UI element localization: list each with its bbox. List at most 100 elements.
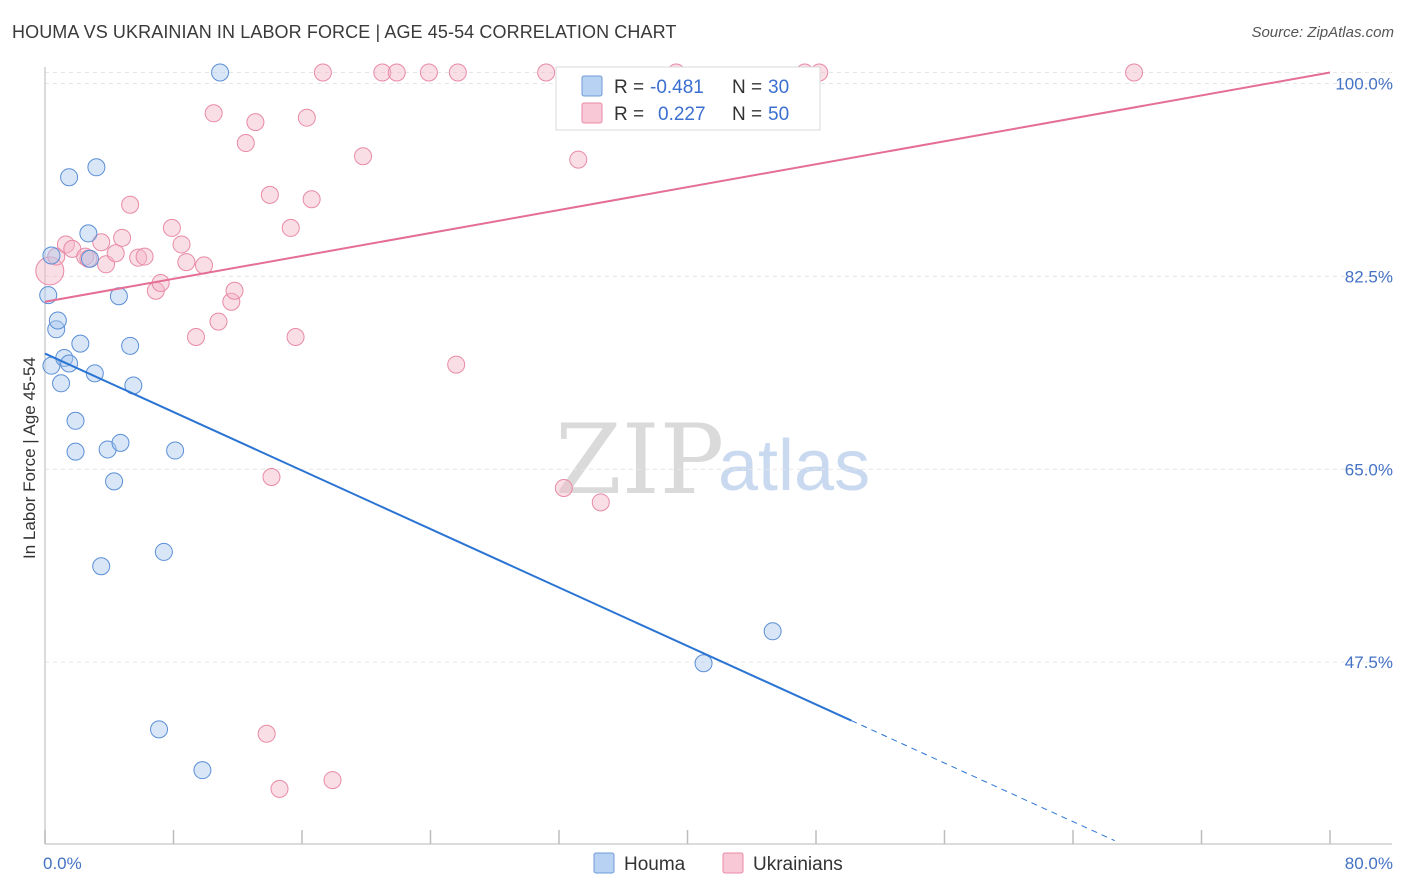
- houma-point: [60, 168, 79, 187]
- houma-trend-line: [44, 352, 852, 722]
- ukrainians-point: [257, 724, 276, 743]
- watermark-atlas: atlas: [718, 426, 870, 506]
- houma-point: [111, 433, 130, 452]
- houma-trend-extension: [851, 720, 1115, 842]
- ukrainians-point: [297, 108, 316, 127]
- y-axis-tick-labels: 47.5% 65.0% 82.5% 100.0%: [1335, 75, 1393, 673]
- x-axis-ticks: [44, 830, 1331, 844]
- ukrainians-point: [121, 195, 140, 214]
- ukrainians-point: [225, 281, 244, 300]
- houma-point: [154, 542, 173, 561]
- ukrainians-point: [186, 328, 205, 347]
- gridlines: [45, 72, 1392, 663]
- ukrainians-point: [113, 228, 132, 247]
- ukrainians-n-value: 50: [768, 104, 789, 125]
- ukrainians-point: [1125, 63, 1144, 82]
- ukrainians-point: [569, 150, 588, 169]
- ukrainians-point: [106, 244, 125, 263]
- houma-point: [79, 224, 98, 243]
- houma-point: [66, 442, 85, 461]
- ukrainians-n-label: N =: [732, 104, 762, 125]
- chart-title: HOUMA VS UKRAINIAN IN LABOR FORCE | AGE …: [12, 22, 677, 42]
- houma-r-value: -0.481: [650, 77, 704, 98]
- ukrainians-r-label: R =: [614, 104, 644, 125]
- houma-bottom-swatch: [593, 852, 615, 874]
- ukrainians-point: [162, 218, 181, 237]
- houma-point: [694, 654, 713, 673]
- watermark-zip: ZIP: [555, 404, 724, 516]
- houma-point: [92, 557, 111, 576]
- correlation-legend: R = -0.481 N = 30 R = 0.227 N = 50: [555, 66, 821, 131]
- ukrainians-point: [281, 218, 300, 237]
- x-tick-label-min: 0.0%: [43, 854, 82, 873]
- y-tick-label: 82.5%: [1345, 267, 1393, 286]
- ukrainians-point: [35, 256, 65, 286]
- ukrainians-point: [286, 328, 305, 347]
- houma-point: [42, 246, 61, 265]
- axes: [44, 67, 1392, 845]
- houma-point: [39, 286, 58, 305]
- houma-point: [763, 622, 782, 641]
- ukrainians-trend-line: [44, 71, 1331, 303]
- ukrainians-point: [222, 292, 241, 311]
- ukrainians-point: [177, 253, 196, 272]
- ukrainians-legend-label: Ukrainians: [753, 854, 843, 875]
- houma-point: [52, 374, 71, 393]
- ukrainians-point: [591, 493, 610, 512]
- ukrainians-point: [209, 312, 228, 331]
- houma-point: [80, 249, 99, 268]
- ukrainians-point: [135, 247, 154, 266]
- ukrainians-point: [270, 779, 289, 798]
- source-credit: Source: ZipAtlas.com: [1251, 24, 1394, 41]
- ukrainians-points: [35, 63, 1144, 798]
- houma-point: [71, 334, 90, 353]
- houma-point: [211, 63, 230, 82]
- houma-point: [193, 761, 212, 780]
- ukrainians-point: [262, 467, 281, 486]
- x-tick-label-max: 80.0%: [1345, 854, 1393, 873]
- ukrainians-point: [537, 63, 556, 82]
- ukrainians-point: [419, 63, 438, 82]
- ukrainians-point: [204, 104, 223, 123]
- ukrainians-point: [447, 355, 466, 374]
- trend-lines: [44, 71, 1331, 842]
- x-axis-tick-labels: 0.0% 80.0%: [43, 854, 1393, 873]
- ukrainians-point: [323, 771, 342, 790]
- houma-point: [87, 158, 106, 177]
- ukrainians-legend-swatch: [581, 102, 603, 124]
- ukrainians-point: [92, 233, 111, 252]
- ukrainians-point: [129, 248, 148, 267]
- ukrainians-point: [302, 190, 321, 209]
- ukrainians-point: [172, 235, 191, 254]
- series-legend: Houma Ukrainians: [593, 852, 843, 875]
- ukrainians-point: [76, 247, 95, 266]
- ukrainians-point: [313, 63, 332, 82]
- ukrainians-point: [236, 134, 255, 153]
- y-axis-label: In Labor Force | Age 45-54: [20, 357, 39, 559]
- ukrainians-r-value: 0.227: [658, 104, 706, 125]
- houma-point: [66, 411, 85, 430]
- ukrainians-point: [448, 63, 467, 82]
- y-tick-label: 47.5%: [1345, 653, 1393, 672]
- ukrainians-point: [387, 63, 406, 82]
- ukrainians-point: [554, 479, 573, 498]
- ukrainians-bottom-swatch: [722, 852, 744, 874]
- ukrainians-point: [373, 63, 392, 82]
- y-tick-label: 100.0%: [1335, 75, 1393, 94]
- houma-r-label: R =: [614, 77, 644, 98]
- houma-points: [39, 63, 782, 780]
- houma-legend-swatch: [581, 75, 603, 97]
- houma-point: [105, 472, 124, 491]
- houma-point: [48, 311, 67, 330]
- ukrainians-point: [260, 185, 279, 204]
- y-tick-label: 65.0%: [1345, 460, 1393, 479]
- houma-n-value: 30: [768, 77, 789, 98]
- houma-legend-label: Houma: [624, 854, 686, 875]
- houma-point: [166, 441, 185, 460]
- houma-point: [150, 720, 169, 739]
- houma-n-label: N =: [732, 77, 762, 98]
- houma-point: [121, 336, 140, 355]
- ukrainians-point: [354, 147, 373, 166]
- ukrainians-point: [246, 113, 265, 132]
